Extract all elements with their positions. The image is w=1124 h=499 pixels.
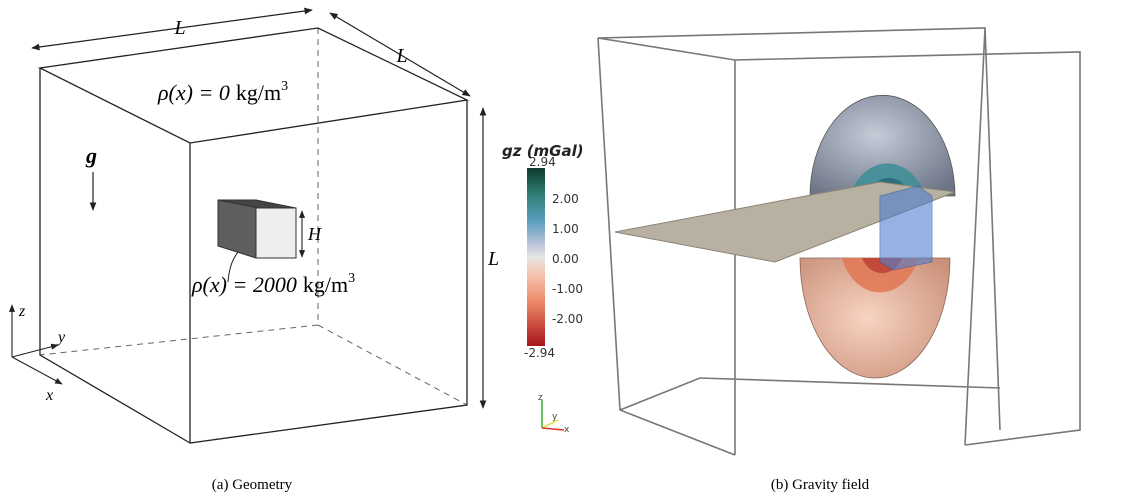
- density-exponent: 3: [281, 79, 288, 94]
- density-block-part: [218, 200, 256, 258]
- dimension-label: L: [173, 17, 185, 39]
- colorbar-tick-label: 1.00: [552, 222, 579, 236]
- dimension-label: L: [395, 45, 407, 67]
- block-height-label: H: [307, 224, 322, 244]
- density-block: [218, 200, 296, 258]
- orientation-triad-part: [542, 428, 564, 430]
- density-unit: kg/m: [236, 80, 281, 105]
- colorbar-tick-label: 0.00: [552, 252, 579, 266]
- density-exponent: 3: [348, 271, 355, 286]
- colorbar-tick-label: 2.00: [552, 192, 579, 206]
- colorbar-tick-label: -1.00: [552, 282, 583, 296]
- dimension-arrows-part: [32, 10, 312, 48]
- axis-label: y: [552, 412, 558, 422]
- colorbar-tick-label: -2.94: [524, 346, 555, 360]
- axes-triad-part: [12, 357, 62, 384]
- gravity-label: g: [85, 143, 97, 168]
- colorbar: [527, 168, 545, 346]
- dimension-label: L: [487, 248, 499, 270]
- colorbar-tick-label: 2.94: [529, 155, 556, 169]
- density-unit: kg/m: [303, 272, 348, 297]
- density-expression: ρ(x) = 2000: [191, 272, 297, 297]
- caption: (b) Gravity field: [771, 477, 870, 493]
- gravity-isosurfaces: [615, 95, 955, 378]
- axis-label: z: [538, 393, 543, 403]
- colorbar-tick-label: -2.00: [552, 312, 583, 326]
- gravity-isosurfaces-part: [880, 186, 932, 270]
- axis-label: x: [564, 425, 570, 435]
- axis-label: z: [18, 303, 26, 320]
- axes-triad-part: [12, 345, 58, 357]
- axis-label: x: [45, 387, 53, 404]
- density-expression: ρ(x) = 0: [157, 80, 230, 105]
- figure: L L L H g ρ(x) = 0kg/m3 ρ(x) = 2000kg/m3…: [0, 0, 1124, 499]
- axis-label: y: [56, 329, 66, 346]
- caption: (a) Geometry: [212, 477, 293, 493]
- density-block-part: [256, 208, 296, 258]
- page: {"geometry": {"caption": "(a) Geometry",…: [0, 0, 1124, 499]
